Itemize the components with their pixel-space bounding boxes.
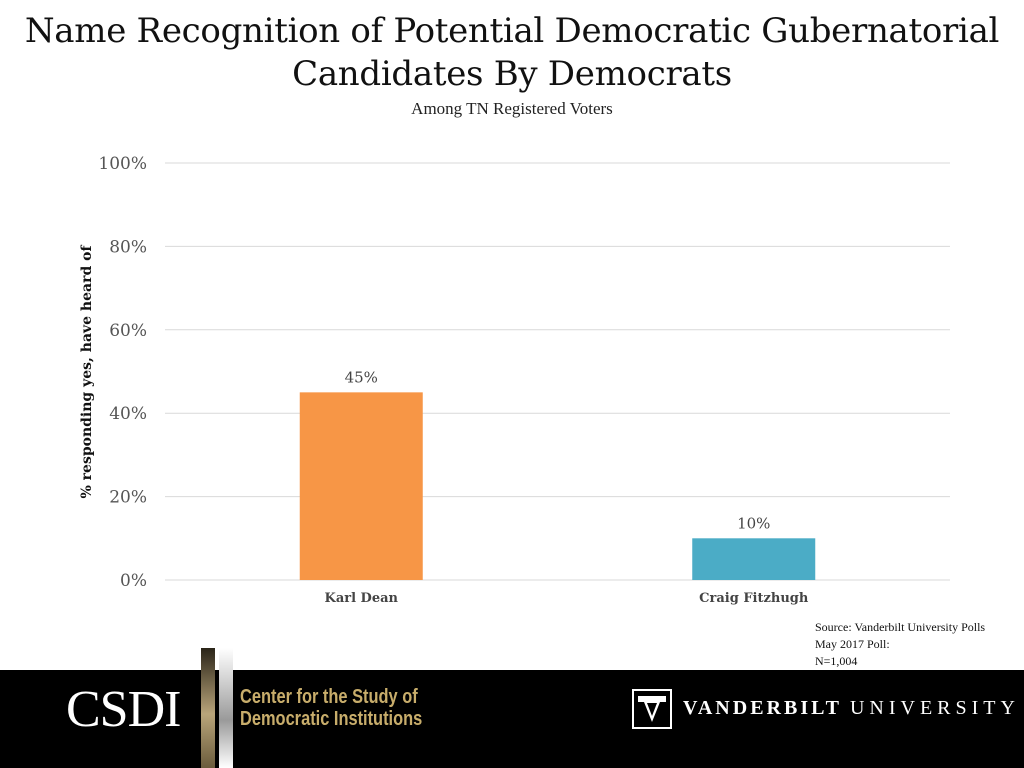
sample-size: N=1,004 (815, 654, 858, 668)
csdi-name-line1: Center for the Study of (240, 686, 418, 708)
csdi-gold-pillar (201, 648, 215, 768)
bar (692, 538, 816, 580)
y-tick-label: 100% (98, 154, 147, 174)
y-axis-ticks: 0% 20% 40% 60% 80% 100% (98, 154, 147, 591)
source-line: Source: Vanderbilt University Polls (815, 620, 986, 634)
vanderbilt-shield-icon (632, 689, 672, 729)
chart-subtitle: Among TN Registered Voters (411, 99, 613, 118)
csdi-name-line2: Democratic Institutions (240, 708, 423, 730)
bar-chart: 0% 20% 40% 60% 80% 100% 45% 10% Karl Dean Craig… (79, 154, 950, 606)
chart-title-line1: Name Recognition of Potential Democratic… (24, 11, 1000, 51)
csdi-logo: CSDI (66, 681, 181, 738)
y-tick-label: 0% (120, 571, 147, 591)
gridlines (165, 162, 950, 581)
csdi-full-name: Center for the Study of Democratic Insti… (240, 686, 422, 730)
footer-bar (0, 670, 1024, 768)
source-note: Source: Vanderbilt University Polls May … (815, 619, 985, 670)
data-label: 45% (345, 368, 378, 386)
vanderbilt-wordmark: VANDERBILT UNIVERSITY (683, 697, 1020, 720)
data-label: 10% (737, 514, 770, 532)
csdi-silver-pillar (219, 648, 233, 768)
y-tick-label: 80% (109, 237, 147, 257)
bar (299, 392, 423, 580)
y-tick-label: 20% (109, 488, 147, 508)
university-word: UNIVERSITY (849, 697, 1020, 719)
poll-date: May 2017 Poll: (815, 637, 890, 651)
x-axis-labels: Karl Dean Craig Fitzhugh (325, 591, 809, 606)
chart-title-line2: Candidates By Democrats (292, 54, 732, 94)
x-tick-label: Karl Dean (325, 591, 399, 606)
vanderbilt-word: VANDERBILT (683, 697, 842, 719)
y-tick-label: 40% (109, 404, 147, 424)
y-axis-label: % responding yes, have heard of (79, 245, 95, 499)
bars: 45% 10% (299, 368, 816, 580)
y-tick-label: 60% (109, 321, 147, 341)
x-tick-label: Craig Fitzhugh (699, 591, 809, 606)
chart-title: Name Recognition of Potential Democratic… (0, 10, 1024, 96)
